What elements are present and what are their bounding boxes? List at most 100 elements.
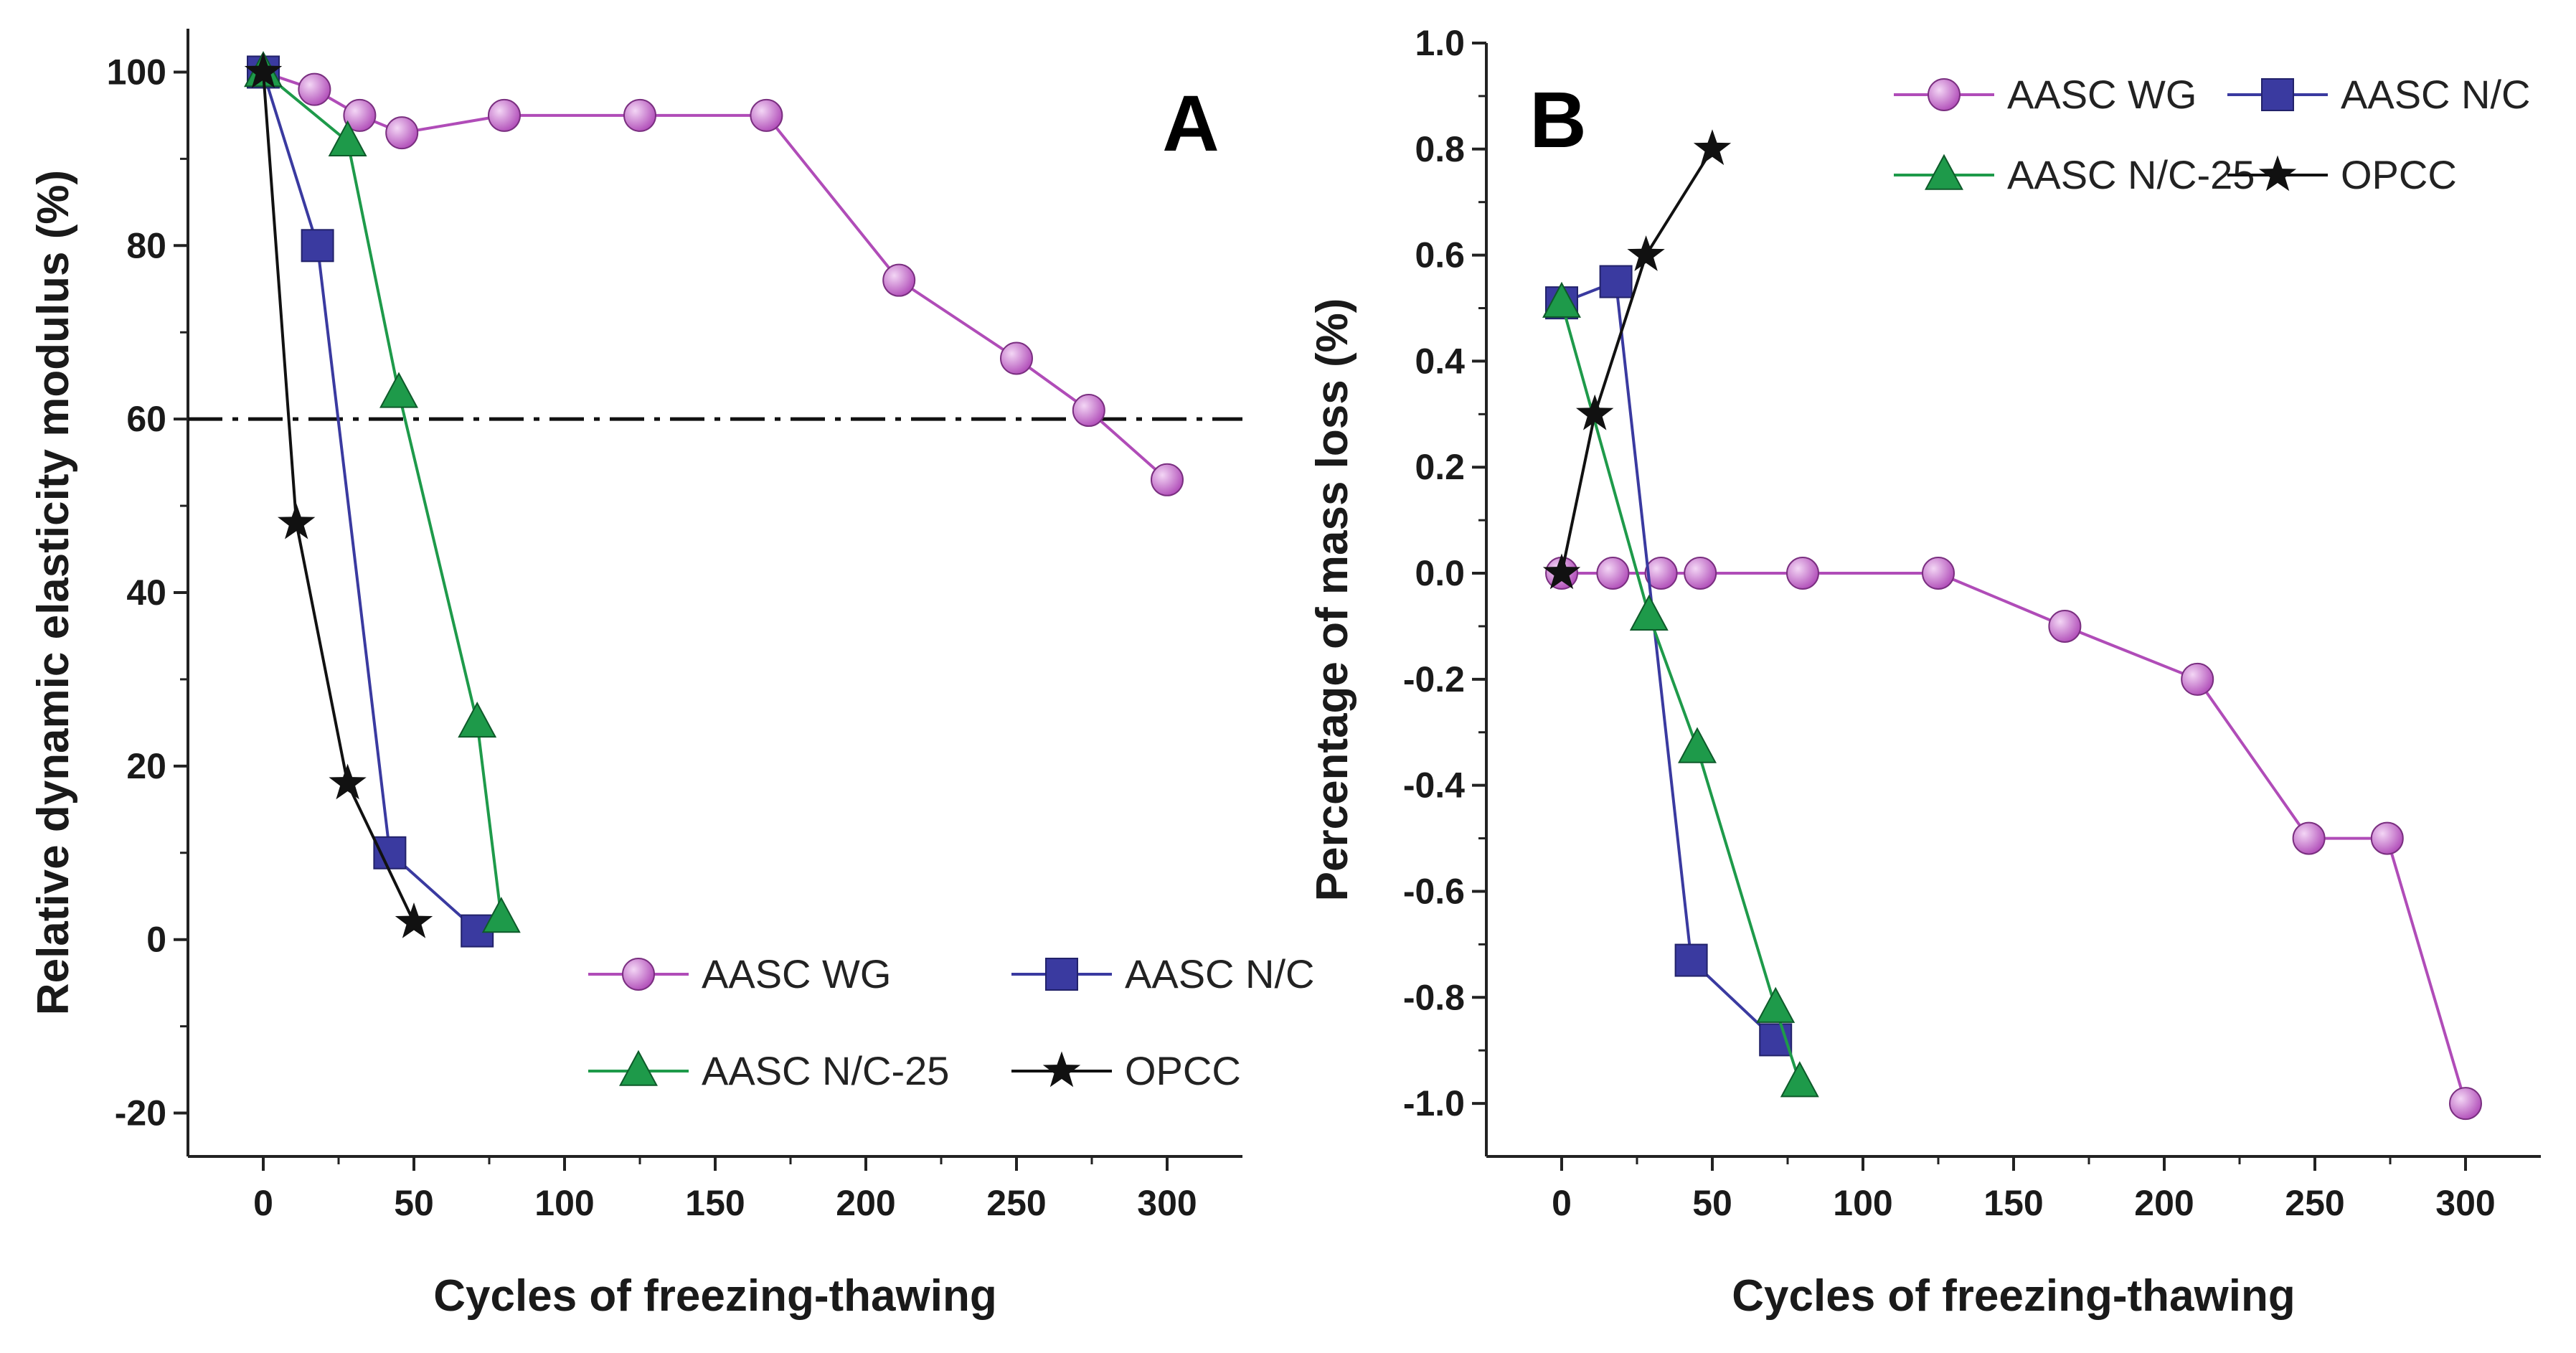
series-aasc-wg <box>247 55 1184 496</box>
data-point <box>2181 662 2214 696</box>
series-opcc <box>244 52 433 938</box>
y-tick-label: 20 <box>126 746 166 786</box>
data-point <box>623 98 656 132</box>
legend-entry: AASC N/C <box>2227 72 2531 117</box>
data-point <box>1576 394 1614 430</box>
series-line <box>1561 279 1777 1041</box>
legend-marker <box>1925 154 1963 190</box>
data-point <box>1599 265 1633 298</box>
legend-label: AASC N/C-25 <box>702 1048 949 1093</box>
series-aasc-n-c-25 <box>244 51 521 933</box>
y-tick-label: -20 <box>115 1093 166 1133</box>
data-point <box>2292 821 2326 855</box>
legend-label: AASC WG <box>702 951 891 996</box>
panel-a-relative-modulus: 0 50 100 150 200 250 300 -20 0 20 40 60 80 100 Cycles … <box>29 29 1315 1321</box>
y-tick-label: 0.8 <box>1415 129 1465 169</box>
legend: AASC WG AASC N/C AASC N/C-25 OPCC <box>588 951 1315 1093</box>
y-tick-label: 0.6 <box>1415 235 1465 275</box>
series-opcc <box>1542 129 1732 590</box>
data-point <box>1542 553 1581 590</box>
data-point <box>481 897 521 933</box>
x-axis-title: Cycles of freezing-thawing <box>433 1271 996 1321</box>
data-point <box>1674 943 1708 977</box>
y-tick-label: -0.8 <box>1403 977 1465 1017</box>
x-tick-label: 200 <box>836 1183 895 1223</box>
legend-entry: AASC WG <box>588 951 891 996</box>
data-point <box>1678 727 1717 763</box>
legend-marker <box>1042 1051 1081 1088</box>
data-point <box>1542 281 1581 318</box>
x-tick-label: 200 <box>2134 1183 2194 1223</box>
panel-letter: A <box>1162 80 1219 168</box>
legend-label: OPCC <box>2341 152 2457 197</box>
legend-label: AASC WG <box>2007 72 2197 117</box>
series-aasc-wg <box>1545 557 2482 1121</box>
y-tick-label: -0.2 <box>1403 659 1465 699</box>
legend-marker <box>622 958 655 991</box>
x-tick-label: 300 <box>1137 1183 1197 1223</box>
y-tick-label: 100 <box>107 52 166 92</box>
panel-b-mass-loss: 0 50 100 150 200 250 300 -1.0 -0.8 -0.6 -0.4 -0.2 0.… <box>1308 23 2541 1321</box>
x-tick-label: 0 <box>1552 1183 1572 1223</box>
y-tick-label: 0.4 <box>1415 341 1465 381</box>
y-tick-label: 80 <box>126 225 166 265</box>
x-tick-label: 250 <box>986 1183 1046 1223</box>
data-point <box>1596 557 1630 590</box>
legend-entry: AASC WG <box>1894 72 2197 117</box>
data-point <box>458 701 497 738</box>
y-tick-label: 1.0 <box>1415 23 1465 63</box>
y-tick-label: 60 <box>126 399 166 439</box>
data-point <box>379 372 418 408</box>
y-tick-label: 0.0 <box>1415 553 1465 593</box>
data-point <box>488 98 521 132</box>
y-tick-label: -0.4 <box>1403 765 1465 806</box>
legend-entry: OPCC <box>2227 152 2457 197</box>
x-tick-label: 300 <box>2435 1183 2495 1223</box>
data-point <box>2048 609 2082 643</box>
data-point <box>882 263 916 297</box>
x-tick-label: 50 <box>394 1183 434 1223</box>
series-line <box>262 71 478 933</box>
legend-marker <box>2261 78 2294 111</box>
data-point <box>1072 394 1105 428</box>
y-tick-label: -1.0 <box>1403 1083 1465 1123</box>
data-point <box>385 116 419 150</box>
legend-label: AASC N/C <box>1125 951 1315 996</box>
data-point <box>395 902 433 938</box>
y-tick-label: 0 <box>146 920 166 960</box>
legend-entry: AASC N/C-25 <box>1894 152 2255 197</box>
data-point <box>2370 821 2404 855</box>
data-point <box>1000 341 1033 375</box>
data-point <box>750 98 783 132</box>
data-point <box>1780 1061 1819 1098</box>
y-tick-label: -0.6 <box>1403 871 1465 911</box>
data-point <box>343 98 377 132</box>
data-point <box>2449 1087 2482 1121</box>
series-line <box>1562 572 2467 1104</box>
legend-label: AASC N/C-25 <box>2007 152 2255 197</box>
data-point <box>244 52 283 88</box>
legend-marker <box>1045 958 1078 991</box>
y-axis-title: Percentage of mass loss (%) <box>1308 298 1357 902</box>
y-tick-label: 40 <box>126 572 166 613</box>
data-point <box>278 503 316 539</box>
x-tick-label: 250 <box>2285 1183 2344 1223</box>
series-line <box>262 72 415 923</box>
data-point <box>1756 986 1796 1023</box>
legend: AASC WG AASC N/C AASC N/C-25 OPCC <box>1894 72 2531 197</box>
y-axis-title: Relative dynamic elasticity modulus (%) <box>29 170 78 1015</box>
data-point <box>373 836 407 869</box>
data-point <box>1627 235 1665 271</box>
y-tick-label: 0.2 <box>1415 447 1465 487</box>
legend-entry: AASC N/C-25 <box>588 1048 949 1093</box>
x-tick-label: 0 <box>253 1183 273 1223</box>
x-tick-label: 100 <box>534 1183 594 1223</box>
x-tick-label: 150 <box>685 1183 745 1223</box>
data-point <box>301 229 334 263</box>
x-tick-label: 100 <box>1833 1183 1892 1223</box>
data-point <box>1922 557 1955 590</box>
panel-letter: B <box>1529 76 1586 164</box>
series-line <box>1560 148 1714 574</box>
x-tick-label: 150 <box>1983 1183 2043 1223</box>
